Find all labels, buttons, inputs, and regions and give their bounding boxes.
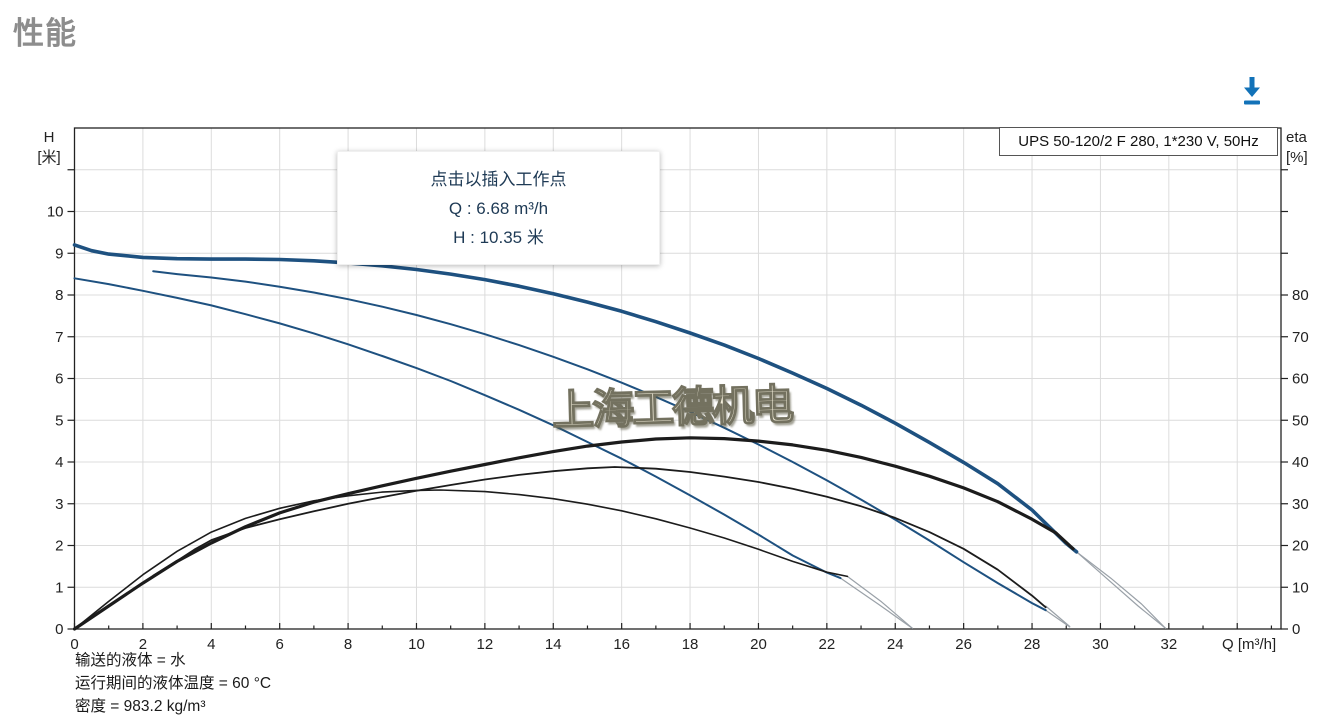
left-axis-unit: [米] — [37, 149, 61, 166]
curve-eta-speed2 — [152, 466, 1047, 609]
liquid-temperature: 运行期间的液体温度 = 60 °C — [75, 675, 272, 692]
tick-label: 28 — [1024, 636, 1041, 653]
tooltip-head-value: H : 10.35 米 — [453, 227, 544, 247]
tick-label: 10 — [408, 636, 425, 653]
liquid-density: 密度 = 983.2 kg/m³ — [75, 698, 206, 715]
download-icon — [1239, 76, 1265, 110]
curve-eta-speed2-tail — [1045, 605, 1071, 628]
tick-label: 0 — [55, 621, 63, 638]
tick-label: 30 — [1092, 636, 1109, 653]
left-axis-quantity: H — [43, 129, 55, 146]
tick-label: 2 — [139, 636, 147, 653]
tick-label: 40 — [1292, 454, 1309, 471]
curve-qh-speed2 — [152, 270, 1047, 612]
tick-label: 10 — [1292, 579, 1309, 596]
tooltip-flow-value: Q : 6.68 m³/h — [448, 198, 549, 218]
tick-label: 8 — [344, 636, 352, 653]
curve-qh-speed2-tail — [1045, 609, 1071, 628]
curve-eta-speed3-tail — [1072, 548, 1166, 629]
tick-label: 20 — [1292, 538, 1309, 555]
tick-label: 5 — [55, 412, 63, 429]
tick-label: 2 — [55, 538, 63, 555]
tick-label: 30 — [1292, 496, 1309, 513]
x-axis-title: Q [m³/h] — [1222, 636, 1277, 653]
curve-qh-speed1 — [73, 277, 842, 580]
tooltip-title: 点击以插入工作点 — [430, 169, 567, 189]
curve-eta-speed1 — [73, 489, 849, 630]
right-axis-quantity: eta — [1286, 129, 1307, 146]
tick-label: 0 — [70, 636, 78, 653]
curve-qh-speed3-tail — [1075, 551, 1166, 629]
tick-label: 0 — [1292, 621, 1300, 638]
tick-label: 12 — [477, 636, 494, 653]
curve-qh-speed1-tail — [839, 577, 913, 629]
tick-label: 4 — [207, 636, 215, 653]
tick-label: 10 — [47, 204, 64, 221]
tick-label: 7 — [55, 329, 63, 346]
liquid-type: 输送的液体 = 水 — [75, 652, 186, 669]
tick-label: 9 — [55, 245, 63, 262]
tick-label: 50 — [1292, 412, 1309, 429]
curve-eta-speed1-tail — [846, 575, 913, 629]
tick-label: 26 — [955, 636, 972, 653]
tick-label: 14 — [545, 636, 562, 653]
tick-label: 60 — [1292, 371, 1309, 388]
tick-label: 20 — [750, 636, 767, 653]
tick-label: 24 — [887, 636, 904, 653]
tick-label: 4 — [55, 454, 63, 471]
tick-label: 6 — [276, 636, 284, 653]
left-axis-title: H [米] — [28, 128, 70, 168]
tick-label: 1 — [55, 579, 63, 596]
tick-label: 80 — [1292, 287, 1309, 304]
curve-eta-speed3 — [72, 436, 1075, 631]
tick-label: 3 — [55, 496, 63, 513]
tick-label: 16 — [613, 636, 630, 653]
page-title: 性能 — [13, 16, 77, 51]
download-button[interactable] — [1236, 74, 1268, 110]
right-axis-title: eta [%] — [1286, 128, 1326, 168]
tick-label: 22 — [819, 636, 836, 653]
tick-label: 8 — [55, 287, 63, 304]
duty-point-tooltip: 点击以插入工作点 Q : 6.68 m³/h H : 10.35 米 — [337, 151, 660, 265]
tick-label: 32 — [1160, 636, 1177, 653]
watermark: 上海工德机电 — [551, 379, 794, 436]
tick-label: 70 — [1292, 329, 1309, 346]
liquid-info: 输送的液体 = 水 运行期间的液体温度 = 60 °C 密度 = 983.2 k… — [75, 649, 271, 718]
right-axis-unit: [%] — [1286, 149, 1308, 166]
tick-label: 6 — [55, 371, 63, 388]
pump-model-label: UPS 50-120/2 F 280, 1*230 V, 50Hz — [999, 127, 1278, 156]
curve-qh-speed3 — [72, 243, 1079, 554]
tick-label: 18 — [682, 636, 699, 653]
